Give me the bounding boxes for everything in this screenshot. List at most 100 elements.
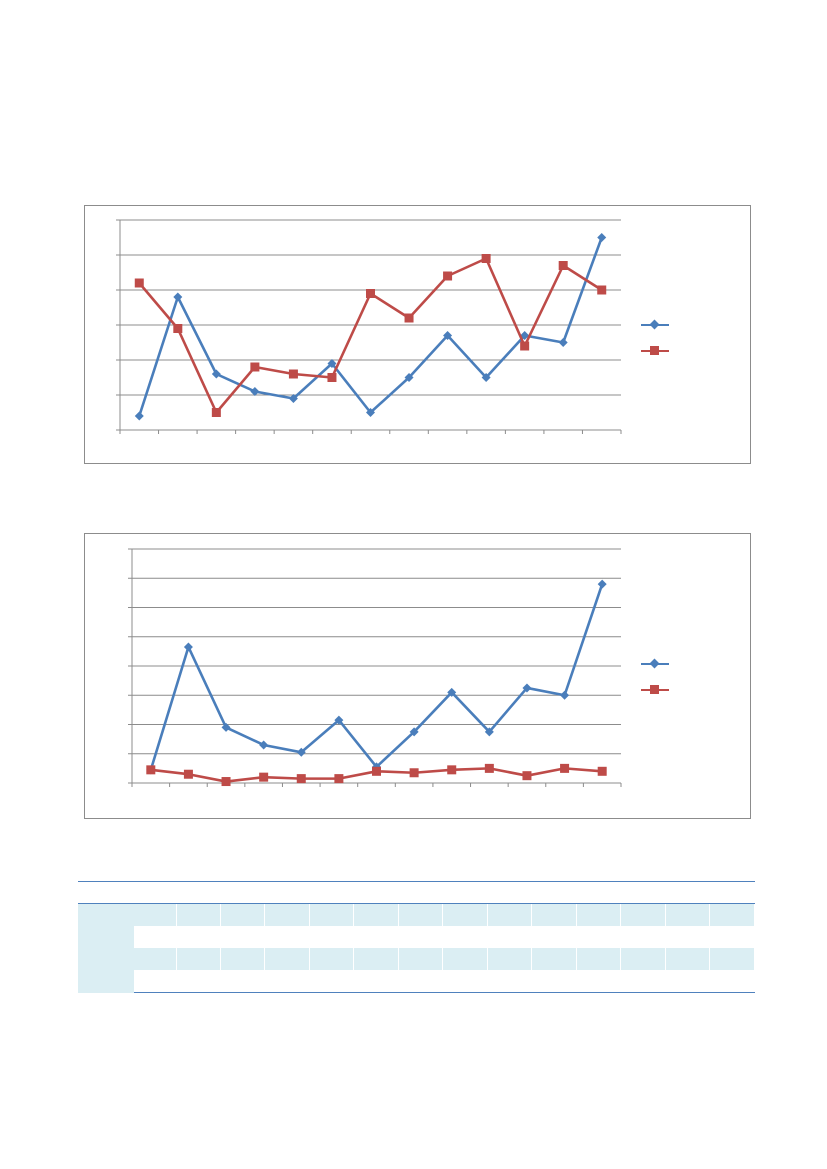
- table-cell: [134, 926, 176, 948]
- data-point-diamond: [327, 359, 337, 368]
- table-cell: [264, 903, 310, 926]
- table-header-cell: [620, 881, 666, 904]
- table-cell: [576, 903, 622, 926]
- table-cell: [531, 948, 577, 970]
- table-header-cell: [665, 881, 710, 904]
- table-header-row: [78, 881, 755, 904]
- data-point-square: [409, 768, 419, 778]
- table-cell: [176, 926, 220, 948]
- data-point-square: [334, 774, 344, 784]
- data-point-square: [597, 285, 607, 295]
- data-point-diamond: [481, 373, 491, 382]
- data-point-diamond: [173, 292, 183, 302]
- data-point-diamond: [183, 642, 193, 652]
- data-point-square: [366, 289, 375, 298]
- table-cell: [443, 926, 487, 948]
- table-header-cell: [220, 881, 265, 904]
- table-cell: [442, 948, 488, 970]
- table-cell: [220, 903, 266, 926]
- line-chart-1: [84, 205, 751, 464]
- legend-entry-series-a: [641, 655, 701, 673]
- table-header-cell: [398, 881, 443, 904]
- table-cell: [487, 948, 533, 970]
- legend-entry-series-b: [641, 681, 701, 699]
- data-point-square: [146, 765, 156, 775]
- table-cell: [398, 970, 443, 993]
- legend-diamond-marker: [649, 658, 660, 669]
- series-line-2: [138, 257, 603, 414]
- data-point-diamond: [447, 687, 457, 697]
- table-cell: [665, 948, 711, 970]
- data-point-diamond: [259, 740, 269, 750]
- legend-square-marker: [650, 685, 659, 694]
- data-point-square: [296, 774, 306, 784]
- data-point-diamond: [409, 727, 419, 737]
- table-cell: [264, 970, 310, 993]
- data-point-square: [134, 278, 144, 288]
- table-header-cell: [309, 881, 354, 904]
- table-cell: [576, 926, 620, 948]
- table-cell: [220, 970, 265, 993]
- table-cell: [134, 970, 177, 993]
- data-point-square: [560, 763, 570, 773]
- table-cell: [665, 903, 711, 926]
- line-chart-2: [84, 533, 751, 819]
- table-header-cell: [353, 881, 399, 904]
- data-point-diamond: [443, 331, 453, 340]
- table-cell: [442, 970, 488, 993]
- table-header-cell: [709, 881, 755, 904]
- table-header-cell: [264, 881, 310, 904]
- table-cell: [709, 948, 755, 970]
- data-point-square: [221, 777, 231, 787]
- table-cell: [576, 970, 621, 993]
- table-row-header: [78, 948, 134, 993]
- data-point-square: [558, 261, 568, 270]
- table-cell: [309, 948, 355, 970]
- table-cell: [176, 903, 222, 926]
- data-point-square: [288, 369, 298, 379]
- table-row: [78, 948, 755, 993]
- table-cell: [620, 948, 666, 970]
- table-cell: [531, 970, 577, 993]
- table-cell: [710, 926, 755, 948]
- data-point-diamond: [211, 369, 221, 379]
- table-header-cell: [78, 881, 134, 904]
- legend-entry-series-a: [641, 316, 701, 334]
- table-cell: [709, 970, 755, 993]
- data-point-square: [520, 341, 530, 351]
- data-point-diamond: [560, 690, 570, 700]
- table-cell: [487, 970, 532, 993]
- data-point-square: [481, 254, 491, 263]
- table-cell: [576, 948, 622, 970]
- table-cell: [487, 903, 533, 926]
- data-point-square: [211, 408, 221, 417]
- table-cell: [620, 970, 666, 993]
- table-cell: [265, 926, 309, 948]
- chart-2-plot: [128, 548, 622, 787]
- table-row: [78, 903, 755, 948]
- data-point-square: [250, 362, 260, 372]
- data-point-square: [597, 766, 607, 776]
- table-cell: [309, 903, 355, 926]
- table-cell: [532, 926, 576, 948]
- table-cell: [620, 903, 666, 926]
- table-cell: [398, 926, 442, 948]
- table-cell: [134, 948, 177, 970]
- table-header-cell: [576, 881, 621, 904]
- series-line-1: [149, 583, 604, 771]
- data-point-diamond: [520, 331, 530, 340]
- data-point-square: [484, 763, 494, 773]
- table-cell: [353, 948, 399, 970]
- data-point-square: [259, 772, 269, 782]
- data-point-diamond: [404, 373, 414, 382]
- data-point-square: [372, 766, 381, 776]
- table-cell: [264, 948, 310, 970]
- table-row: [78, 926, 755, 948]
- chart-1-plot: [116, 219, 622, 434]
- table-header-cell: [176, 881, 221, 904]
- table-cell: [665, 926, 709, 948]
- data-point-diamond: [366, 408, 375, 417]
- table-cell: [353, 970, 399, 993]
- table-cell: [353, 903, 399, 926]
- table-cell: [176, 948, 222, 970]
